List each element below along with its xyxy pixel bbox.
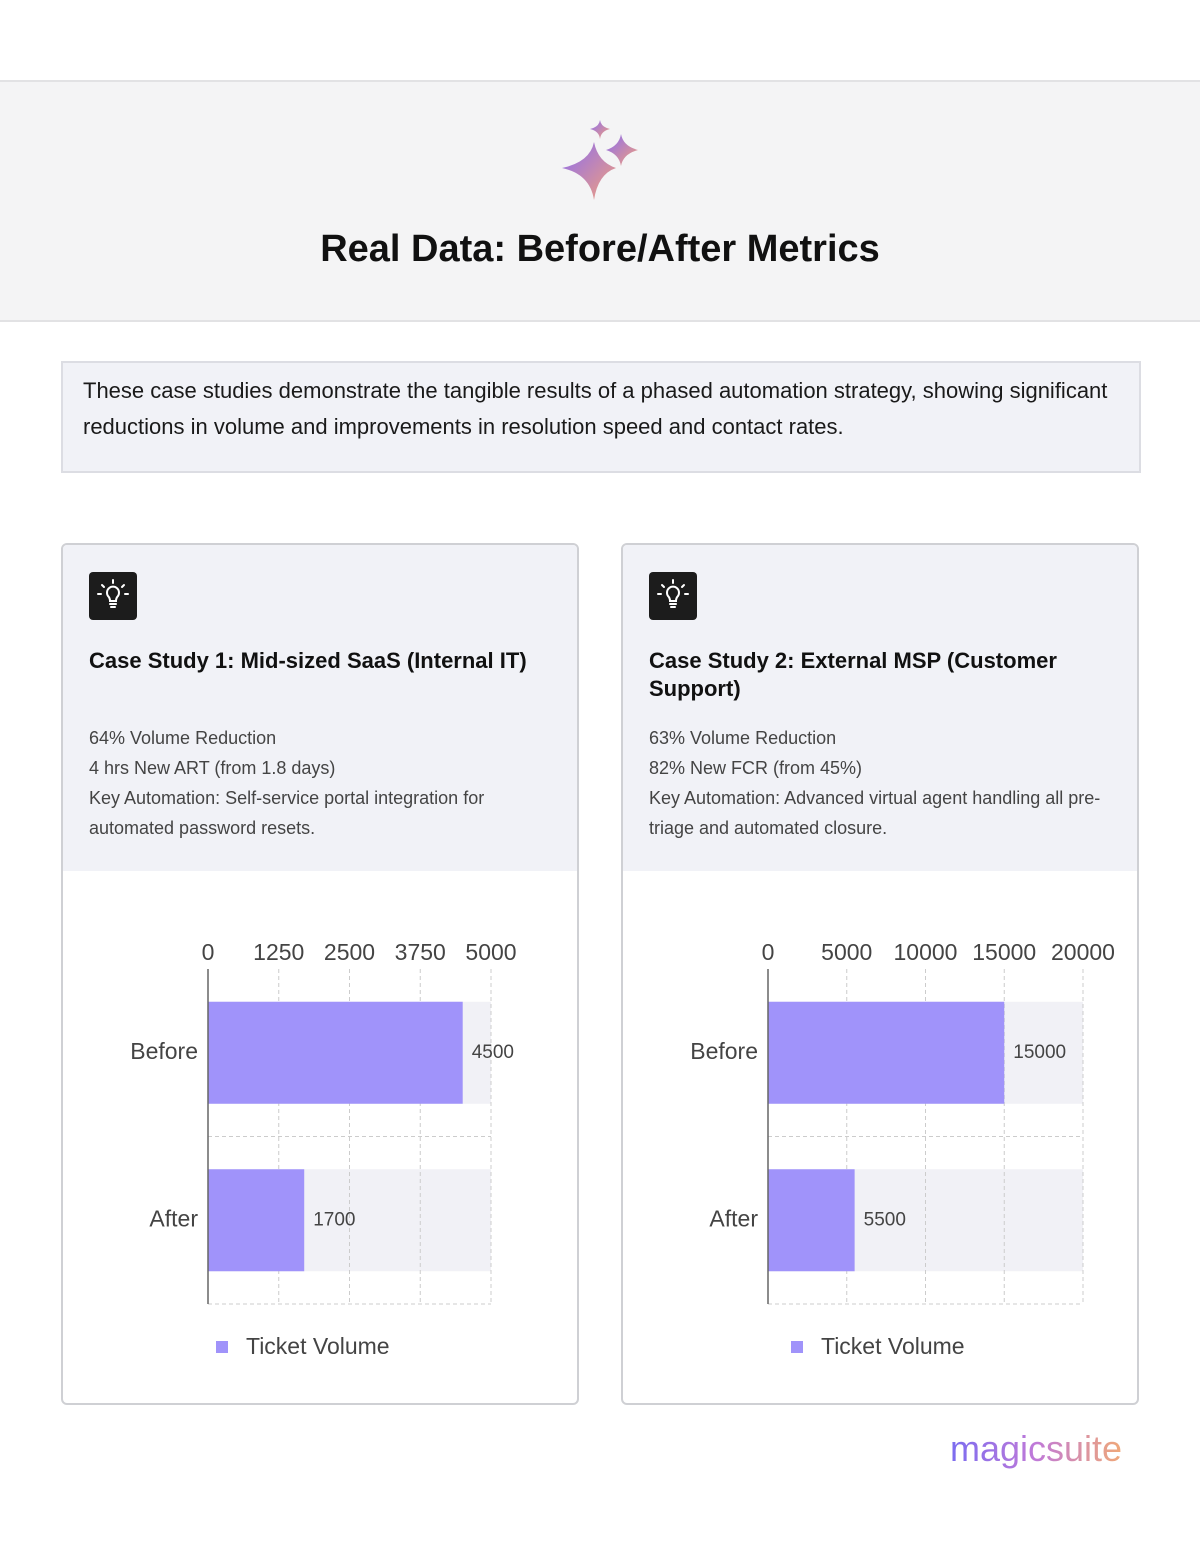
y-tick-label: After [149,1205,198,1231]
sparkle-icon [562,120,638,200]
card-top [63,545,577,871]
x-tick-label: 2500 [324,939,375,965]
case-line: 64% Volume Reduction [89,728,277,748]
value-label: 4500 [472,1042,514,1063]
y-tick-label: After [709,1205,758,1231]
value-label: 15000 [1013,1042,1066,1063]
case-line: Key Automation: Self-service portal inte… [89,788,485,838]
legend-label: Ticket Volume [821,1333,965,1359]
x-tick-label: 0 [762,939,775,965]
case-card: Case Study 1: Mid-sized SaaS (Internal I… [61,543,579,1405]
case-lines: 64% Volume Reduction 4 hrs New ART (from … [89,723,559,843]
x-tick-label: 20000 [1051,939,1115,965]
x-tick-label: 15000 [972,939,1036,965]
y-tick-label: Before [690,1038,758,1064]
x-tick-label: 5000 [465,939,516,965]
x-tick-label: 3750 [395,939,446,965]
case-lines: 63% Volume Reduction 82% New FCR (from 45… [649,723,1119,843]
case-line: 63% Volume Reduction [649,728,837,748]
value-label: 1700 [313,1209,355,1230]
bar [208,1169,305,1272]
case-line: Key Automation: Advanced virtual agent h… [649,788,1101,838]
bar [768,1001,1005,1104]
case-line: 4 hrs New ART (from 1.8 days) [89,758,336,778]
chart: 0 5000 10000 15000 20000 15000 5500 Before After… [690,939,1115,1359]
legend-swatch [791,1341,803,1353]
lightbulb-icon [89,572,137,620]
header: Real Data: Before/After Metrics [0,80,1200,322]
case-title: Case Study 1: Mid-sized SaaS (Internal I… [89,648,527,673]
x-tick-label: 1250 [253,939,304,965]
x-tick-label: 10000 [894,939,958,965]
value-label: 5500 [864,1209,906,1230]
chart: 0 1250 2500 3750 5000 4500 1700 Before After Tick… [130,939,516,1359]
x-tick-label: 5000 [821,939,872,965]
legend-label: Ticket Volume [246,1333,390,1359]
card-top [623,545,1137,871]
bar [208,1001,463,1104]
y-tick-label: Before [130,1038,198,1064]
case-line: 82% New FCR (from 45%) [649,758,863,778]
case-title: Case Study 2: External MSP (Customer Sup… [649,648,1057,701]
bar [768,1169,855,1272]
legend-swatch [216,1341,228,1353]
title: Real Data: Before/After Metrics [320,228,880,270]
logo: magicsuite [950,1428,1123,1469]
case-card: Case Study 2: External MSP (Customer Sup… [621,543,1139,1405]
x-tick-label: 0 [202,939,215,965]
intro: These case studies demonstrate the tangi… [61,361,1141,473]
lightbulb-icon [649,572,697,620]
